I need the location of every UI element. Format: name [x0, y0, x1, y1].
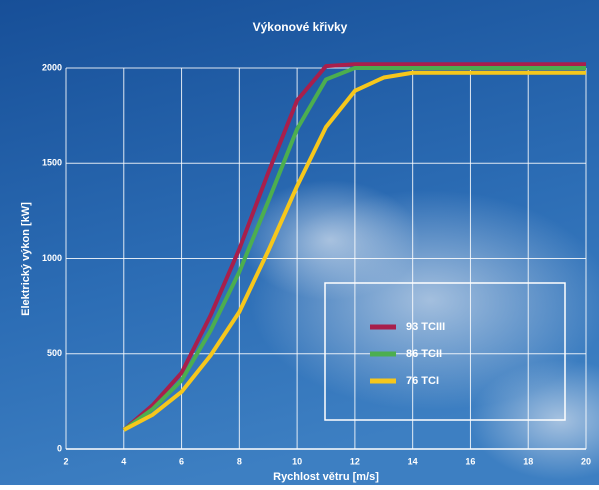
x-tick-label: 6 — [179, 456, 184, 466]
x-tick-label: 20 — [581, 456, 591, 466]
y-axis-label: Elektrický výkon [kW] — [20, 202, 32, 316]
x-tick-label: 12 — [350, 456, 360, 466]
page: {"chart_data": {"type": "line", "title":… — [0, 0, 599, 485]
y-tick-label: 0 — [57, 443, 62, 453]
x-axis-label: Rychlost větru [m/s] — [273, 471, 379, 483]
x-tick-label: 4 — [121, 456, 126, 466]
chart: Výkonové křivky Elektrický výkon [kW] Ry… — [0, 0, 599, 485]
cloud — [240, 180, 420, 300]
y-tick-label: 2000 — [42, 62, 62, 72]
legend-label: 76 TCI — [406, 375, 439, 387]
x-tick-label: 2 — [63, 456, 68, 466]
y-tick-label: 1000 — [42, 253, 62, 263]
legend-label: 93 TCIII — [406, 321, 445, 333]
x-tick-label: 8 — [237, 456, 242, 466]
x-tick-label: 10 — [292, 456, 302, 466]
y-tick-label: 500 — [47, 348, 62, 358]
legend-label: 86 TCII — [406, 348, 442, 360]
x-tick-label: 16 — [465, 456, 475, 466]
x-tick-label: 14 — [408, 456, 418, 466]
y-tick-label: 1500 — [42, 158, 62, 168]
x-tick-label: 18 — [523, 456, 533, 466]
chart-title: Výkonové křivky — [253, 20, 348, 34]
